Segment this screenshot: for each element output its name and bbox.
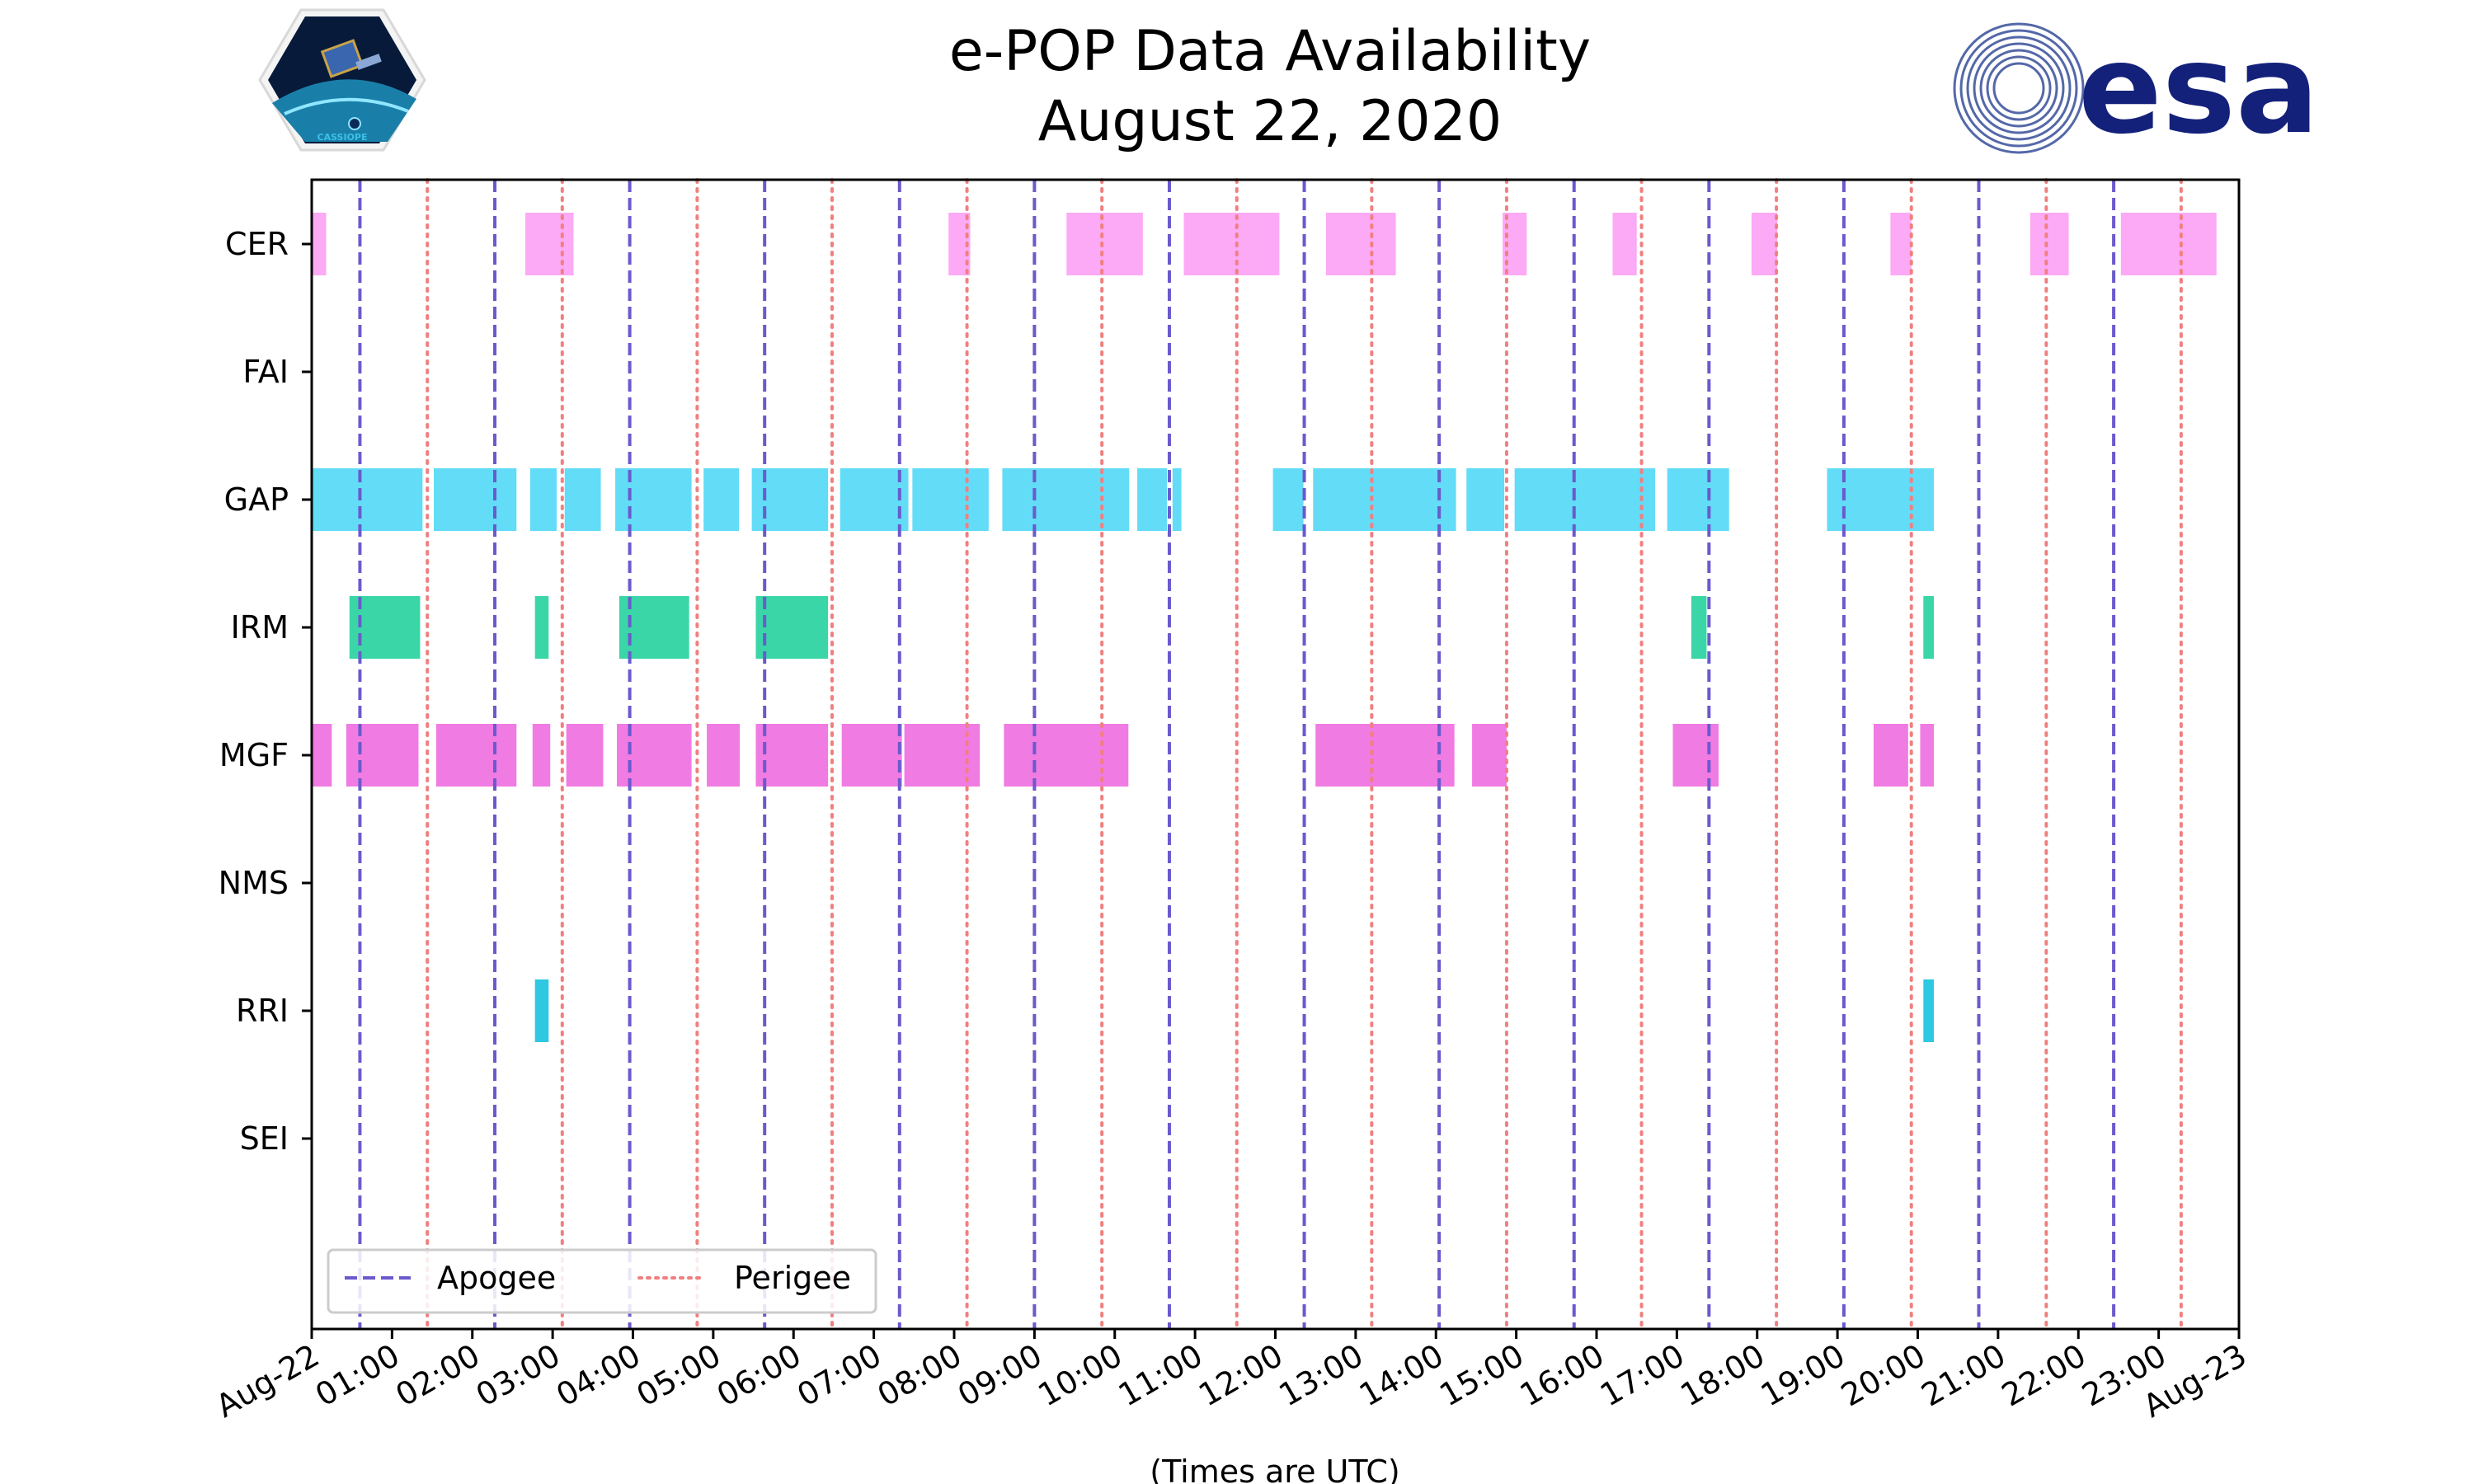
bar-mgf — [312, 724, 332, 787]
bar-gap — [912, 468, 989, 531]
bar-mgf — [1004, 724, 1129, 787]
bar-gap — [434, 468, 517, 531]
bar-irm — [1923, 596, 1934, 659]
x-tick-label: 09:00 — [952, 1337, 1048, 1414]
bar-mgf — [1315, 724, 1455, 787]
bar-rri — [534, 979, 549, 1042]
x-tick-label: 22:00 — [1996, 1337, 2092, 1414]
bar-mgf — [1920, 724, 1934, 787]
bar-cer — [525, 213, 574, 275]
bar-gap — [564, 468, 601, 531]
y-tick-label-mgf: MGF — [219, 737, 289, 773]
x-tick-label: 05:00 — [631, 1337, 727, 1414]
x-axis-label: (Times are UTC) — [1150, 1453, 1399, 1484]
esa-logo-text: esa — [2078, 18, 2319, 162]
y-tick-label-gap: GAP — [224, 481, 289, 518]
bar-mgf — [532, 724, 551, 787]
esa-logo: esa — [1953, 18, 2319, 162]
bar-mgf — [566, 724, 604, 787]
bar-gap — [615, 468, 692, 531]
bar-irm — [534, 596, 549, 659]
y-tick-label-sei: SEI — [240, 1120, 289, 1157]
cassiope-logo: CASSIOPE — [258, 8, 426, 152]
bar-mgf — [1873, 724, 1908, 787]
bar-gap — [703, 468, 740, 531]
x-tick-label: 01:00 — [309, 1337, 406, 1414]
y-axis: CER FAI GAP IRM MGF NMS RRI SEI — [219, 226, 312, 1157]
x-tick-label: 13:00 — [1273, 1337, 1370, 1414]
bar-cer — [2030, 213, 2069, 275]
x-tick-label: 07:00 — [791, 1337, 887, 1414]
x-tick-label: 06:00 — [711, 1337, 807, 1414]
bar-cer — [1890, 213, 1912, 275]
x-tick-label: 02:00 — [389, 1337, 486, 1414]
bar-cer — [1751, 213, 1778, 275]
x-tick-label: 11:00 — [1112, 1337, 1209, 1414]
bar-gap — [1313, 468, 1456, 531]
bar-mgf — [1672, 724, 1719, 787]
x-tick-label: 21:00 — [1916, 1337, 2012, 1414]
chart-title: e-POP Data Availability — [949, 19, 1591, 84]
x-tick-label: 14:00 — [1353, 1337, 1450, 1414]
orbit-markers — [358, 178, 2183, 1331]
bar-gap — [312, 468, 423, 531]
bar-gap — [840, 468, 909, 531]
x-tick-label: 10:00 — [1032, 1337, 1128, 1414]
bar-mgf — [755, 724, 829, 787]
y-tick-label-nms: NMS — [219, 865, 289, 901]
data-bars — [312, 213, 2217, 1042]
chart-subtitle: August 22, 2020 — [1038, 89, 1502, 154]
satellite-icon — [320, 39, 382, 78]
x-tick-label: 08:00 — [872, 1337, 968, 1414]
esa-swirl-icon — [1953, 22, 2085, 154]
bar-cer — [1612, 213, 1637, 275]
bar-mgf — [841, 724, 902, 787]
x-axis: Aug-2201:0002:0003:0004:0005:0006:0007:0… — [209, 1329, 2253, 1425]
bar-cer — [2120, 213, 2217, 275]
x-tick-label: 20:00 — [1835, 1337, 1931, 1414]
x-tick-label: 12:00 — [1192, 1337, 1289, 1414]
bar-irm — [1691, 596, 1707, 659]
bar-gap — [1514, 468, 1656, 531]
y-tick-label-irm: IRM — [231, 609, 289, 646]
bar-mgf — [346, 724, 419, 787]
bar-rri — [1923, 979, 1934, 1042]
x-tick-label: 16:00 — [1514, 1337, 1611, 1414]
x-tick-label: 18:00 — [1674, 1337, 1771, 1414]
bar-mgf — [435, 724, 517, 787]
y-tick-label-rri: RRI — [236, 993, 289, 1029]
bar-gap — [1667, 468, 1729, 531]
x-tick-label: 03:00 — [470, 1337, 567, 1414]
legend-perigee-label: Perigee — [734, 1260, 851, 1296]
y-tick-label-cer: CER — [225, 226, 289, 262]
bar-gap — [529, 468, 557, 531]
x-tick-label: 04:00 — [550, 1337, 647, 1414]
bar-mgf — [707, 724, 741, 787]
x-tick-label: Aug-22 — [209, 1337, 325, 1425]
bar-cer — [1325, 213, 1396, 275]
legend-box — [327, 1248, 877, 1314]
bar-cer — [1183, 213, 1280, 275]
bar-mgf — [1472, 724, 1507, 787]
bar-gap — [1272, 468, 1304, 531]
bar-gap — [1466, 468, 1505, 531]
bar-cer — [1066, 213, 1143, 275]
bar-gap — [1002, 468, 1130, 531]
x-tick-label: 15:00 — [1433, 1337, 1530, 1414]
bar-cer — [312, 213, 327, 275]
bar-irm — [755, 596, 829, 659]
legend-apogee-label: Apogee — [437, 1260, 556, 1296]
legend: Apogee Perigee — [327, 1248, 877, 1314]
x-tick-label: 17:00 — [1594, 1337, 1691, 1414]
y-tick-label-fai: FAI — [242, 354, 289, 390]
bar-gap — [1137, 468, 1168, 531]
cassiope-logo-text: CASSIOPE — [317, 132, 368, 143]
x-tick-label: 19:00 — [1755, 1337, 1851, 1414]
bar-gap — [1172, 468, 1182, 531]
